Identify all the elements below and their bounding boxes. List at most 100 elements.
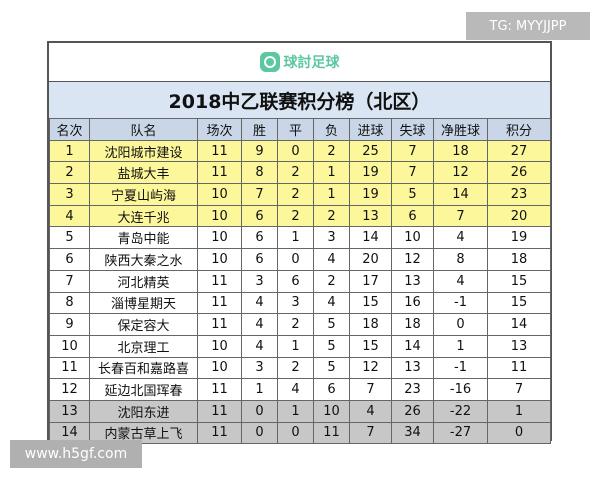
table-row: 11 长春百和嘉路喜 10 3 2 5 12 13 -1 11: [49, 356, 551, 380]
brand-logo: 球討足球: [259, 52, 340, 72]
stat-cell: 1: [277, 399, 314, 423]
stat-cell: 15: [487, 269, 551, 293]
stat-cell: 3: [49, 183, 90, 206]
column-header: 场次: [197, 118, 242, 141]
stat-cell: 14: [349, 226, 392, 250]
stat-cell: 12: [49, 378, 90, 401]
stat-cell: 1: [487, 399, 551, 423]
team-name-cell: 盐城大丰: [89, 161, 198, 185]
stat-cell: 12: [391, 248, 434, 271]
column-header: 平: [277, 118, 314, 141]
stat-cell: 4: [49, 204, 90, 228]
stat-cell: 7: [391, 161, 434, 185]
stat-cell: 11: [197, 139, 242, 163]
stat-cell: 14: [433, 183, 488, 206]
table-row: 9 保定容大 11 4 2 5 18 18 0 14: [49, 313, 551, 336]
stat-cell: 4: [241, 313, 278, 336]
stat-cell: 1: [313, 183, 350, 206]
team-name-cell: 沈阳东进: [89, 399, 198, 423]
stat-cell: 0: [241, 399, 278, 423]
stat-cell: 4: [313, 291, 350, 315]
stat-cell: 15: [487, 291, 551, 315]
stat-cell: 25: [349, 139, 392, 163]
stat-cell: 10: [197, 183, 242, 206]
column-header: 积分: [487, 118, 551, 141]
stat-cell: 0: [487, 421, 551, 445]
stat-cell: 6: [313, 378, 350, 401]
team-name-cell: 大连千兆: [89, 204, 198, 228]
stat-cell: 8: [49, 291, 90, 315]
stat-cell: 23: [487, 183, 551, 206]
stat-cell: 26: [391, 399, 434, 423]
stat-cell: 8: [433, 248, 488, 271]
stat-cell: 5: [313, 356, 350, 380]
stat-cell: 20: [487, 204, 551, 228]
table-row: 7 河北精英 11 3 6 2 17 13 4 15: [49, 269, 551, 293]
team-name-cell: 宁夏山屿海: [89, 183, 198, 206]
stat-cell: 15: [349, 334, 392, 358]
stat-cell: 10: [49, 334, 90, 358]
stat-cell: 19: [487, 226, 551, 250]
stat-cell: 10: [197, 226, 242, 250]
stat-cell: 19: [349, 161, 392, 185]
stat-cell: -22: [433, 399, 488, 423]
stat-cell: 6: [241, 204, 278, 228]
stat-cell: 15: [349, 291, 392, 315]
stat-cell: 3: [241, 269, 278, 293]
team-name-cell: 河北精英: [89, 269, 198, 293]
stat-cell: 5: [391, 183, 434, 206]
stat-cell: 17: [349, 269, 392, 293]
stat-cell: 19: [349, 183, 392, 206]
table-row: 13 沈阳东进 11 0 1 10 4 26 -22 1: [49, 399, 551, 423]
column-header: 名次: [49, 118, 90, 141]
stat-cell: 14: [49, 421, 90, 445]
stat-cell: 18: [487, 248, 551, 271]
stat-cell: 9: [49, 313, 90, 336]
logo-band: 球討足球: [49, 43, 550, 81]
stat-cell: 18: [349, 313, 392, 336]
stat-cell: 0: [277, 248, 314, 271]
stat-cell: 1: [49, 139, 90, 163]
stat-cell: 16: [391, 291, 434, 315]
stat-cell: 11: [487, 356, 551, 380]
stat-cell: 12: [349, 356, 392, 380]
stat-cell: 1: [277, 226, 314, 250]
stat-cell: 4: [349, 399, 392, 423]
stat-cell: 4: [433, 269, 488, 293]
stat-cell: 11: [197, 161, 242, 185]
stat-cell: 2: [313, 139, 350, 163]
column-header: 胜: [241, 118, 278, 141]
stat-cell: -16: [433, 378, 488, 401]
stat-cell: 20: [349, 248, 392, 271]
stat-cell: 18: [433, 139, 488, 163]
stat-cell: 12: [433, 161, 488, 185]
team-name-cell: 青岛中能: [89, 226, 198, 250]
stat-cell: 7: [241, 183, 278, 206]
stat-cell: 11: [197, 313, 242, 336]
stat-cell: 0: [241, 421, 278, 445]
stat-cell: 6: [277, 269, 314, 293]
stat-cell: 2: [277, 161, 314, 185]
table-row: 5 青岛中能 10 6 1 3 14 10 4 19: [49, 226, 551, 250]
stat-cell: 2: [49, 161, 90, 185]
stat-cell: -27: [433, 421, 488, 445]
stat-cell: 0: [277, 139, 314, 163]
stat-cell: 4: [433, 226, 488, 250]
stat-cell: 11: [313, 421, 350, 445]
stat-cell: 4: [313, 248, 350, 271]
stat-cell: 0: [277, 421, 314, 445]
stat-cell: 11: [197, 421, 242, 445]
stat-cell: 34: [391, 421, 434, 445]
stat-cell: 18: [391, 313, 434, 336]
stat-cell: 13: [487, 334, 551, 358]
table-row: 1 沈阳城市建设 11 9 0 2 25 7 18 27: [49, 139, 551, 163]
stat-cell: 3: [277, 291, 314, 315]
table-row: 2 盐城大丰 11 8 2 1 19 7 12 26: [49, 161, 551, 185]
stat-cell: 11: [197, 378, 242, 401]
stat-cell: 14: [487, 313, 551, 336]
stat-cell: 2: [277, 356, 314, 380]
stat-cell: 2: [313, 204, 350, 228]
stat-cell: 5: [313, 313, 350, 336]
stat-cell: 10: [313, 399, 350, 423]
watermark: www.h5gf.com: [10, 440, 142, 468]
